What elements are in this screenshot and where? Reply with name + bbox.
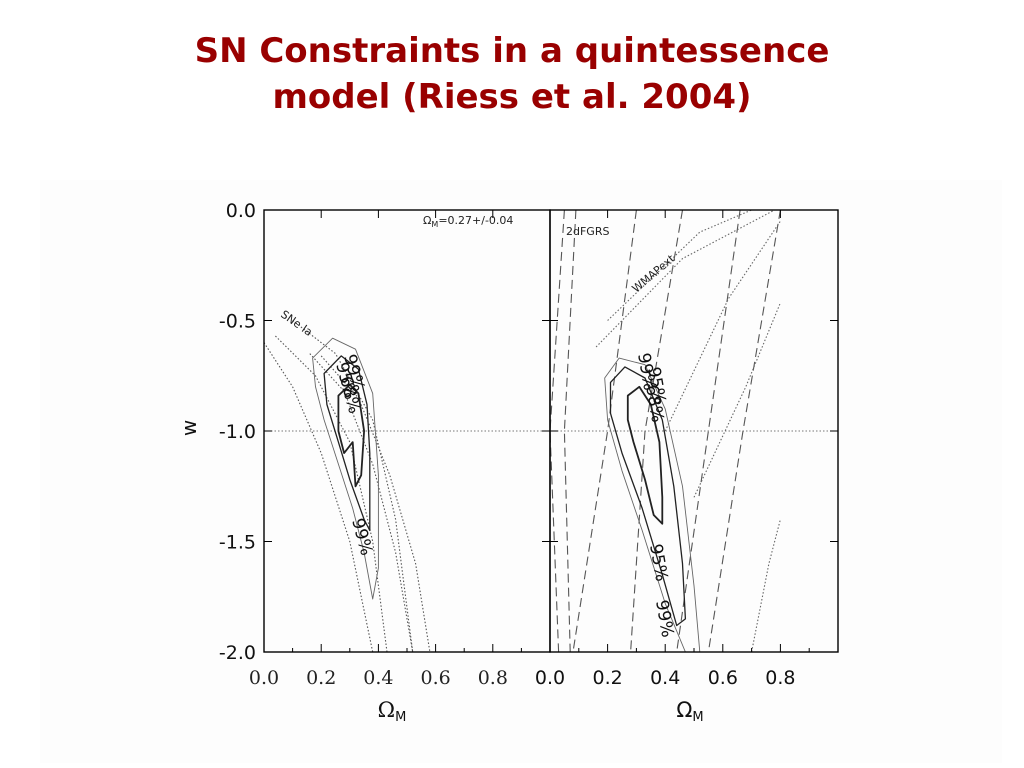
- right-wmap-line-1: [595, 210, 775, 348]
- right-xtick-label-4: 0.8: [765, 667, 795, 689]
- contour-label-right-99-bottom: 99%: [651, 598, 677, 639]
- right-xtick-label-3: 0.6: [708, 667, 738, 689]
- right-xtick-label-1: 0.2: [592, 667, 622, 689]
- slide-title: SN Constraints in a quintessence model (…: [0, 28, 1024, 120]
- left-contour-68: [337, 383, 366, 488]
- y-axis-label: w: [177, 420, 201, 436]
- x-axis-symbol-left: Ω: [378, 698, 395, 722]
- right-wmap-line-3: [693, 302, 781, 498]
- left-contour-95: [323, 355, 371, 532]
- prior-symbol: Ω: [423, 214, 431, 227]
- left-panel: 0.0 0.2 0.4 0.6 0.8 0.0 -0.5 -1.0 -1.5 -2.0: [219, 200, 551, 689]
- right-2dfgrs-line-4: [676, 210, 741, 652]
- right-xtick-label-2: 0.4: [650, 667, 680, 689]
- left-xtick-label-3: 0.6: [420, 667, 450, 689]
- x-axis-sub-left: M: [395, 710, 406, 725]
- right-contour-95: [609, 366, 687, 627]
- right-plot-area: [550, 210, 838, 652]
- left-sne-band-1: [275, 335, 388, 652]
- right-panel: 0.0 0.2 0.4 0.6 0.8: [535, 209, 839, 689]
- ytick-label-0: 0.0: [226, 200, 256, 222]
- left-contour-99: [312, 337, 379, 600]
- left-sne-band-0: [292, 320, 414, 652]
- title-line-1: SN Constraints in a quintessence: [194, 31, 830, 71]
- x-axis-symbol-right: Ω: [676, 698, 692, 722]
- ytick-label-3: -1.5: [219, 532, 256, 554]
- right-xtick-label-0: 0.0: [535, 667, 565, 689]
- prior-annotation: ΩM=0.27+/-0.04: [423, 214, 513, 229]
- prior-sub: M: [431, 220, 438, 229]
- sne-band-label: SNe Ia: [278, 308, 315, 339]
- right-2dfgrs-line-3: [630, 210, 684, 652]
- ytick-label-2: -1.0: [219, 421, 256, 443]
- right-2dfgrs-line-1: [563, 210, 577, 652]
- left-xtick-label-1: 0.2: [306, 667, 336, 689]
- contour-label-right-95-bottom: 95%: [645, 542, 671, 583]
- prior-value: =0.27+/-0.04: [438, 214, 513, 227]
- ytick-label-4: -2.0: [219, 642, 256, 664]
- right-wmap-line-2: [664, 220, 781, 432]
- left-xtick-label-4: 0.8: [478, 667, 508, 689]
- figure-background: [40, 180, 1002, 763]
- right-wmap-line-4: [751, 519, 781, 652]
- 2dfgrs-label: 2dFGRS: [566, 225, 609, 238]
- left-sne-band-3: [264, 342, 374, 652]
- right-2dfgrs-line-0: [550, 210, 565, 652]
- ytick-label-1: -0.5: [219, 311, 256, 333]
- right-contour-68: [626, 385, 664, 525]
- x-axis-label-right: ΩM: [676, 698, 703, 725]
- right-contour-99: [604, 357, 701, 652]
- left-plot-area: [264, 320, 550, 652]
- x-axis-sub-right: M: [692, 710, 703, 725]
- left-xtick-label-2: 0.4: [363, 667, 393, 689]
- right-2dfgrs-line-2: [572, 210, 637, 652]
- title-line-2: model (Riess et al. 2004): [272, 77, 752, 117]
- right-wmap-line-0: [607, 210, 752, 321]
- right-2dfgrs-line-5: [707, 210, 781, 652]
- left-xtick-label-0: 0.0: [249, 667, 279, 689]
- x-axis-label-left: ΩM: [378, 698, 407, 725]
